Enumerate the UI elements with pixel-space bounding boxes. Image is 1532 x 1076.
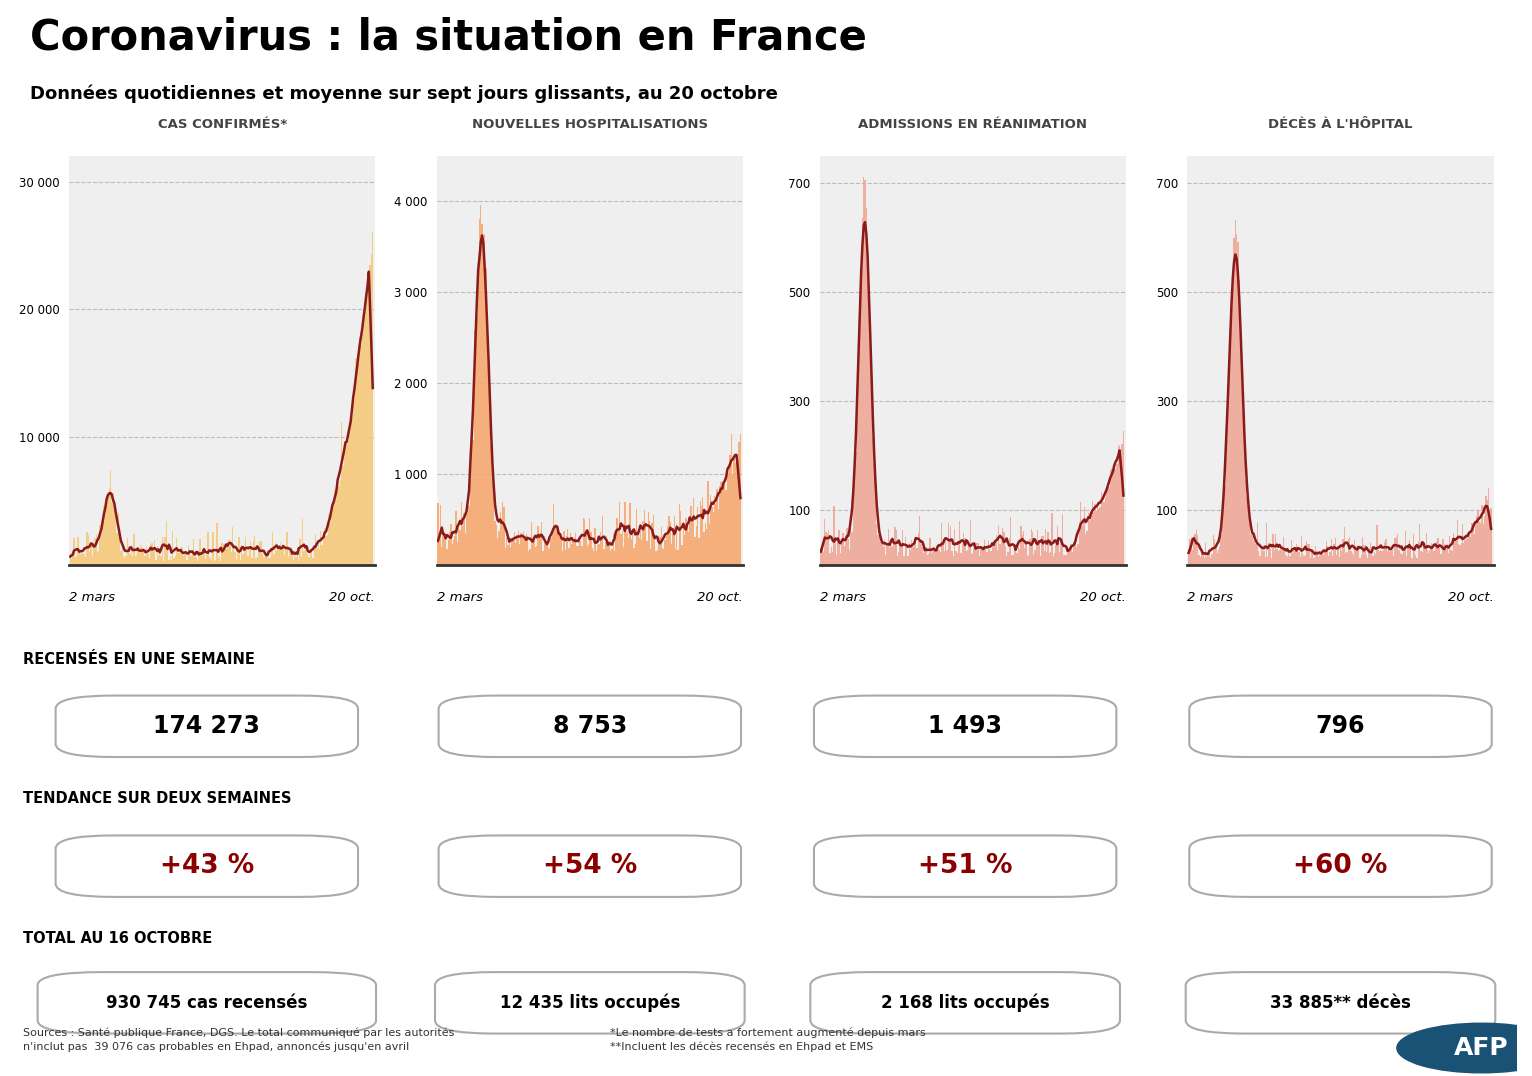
Text: TENDANCE SUR DEUX SEMAINES: TENDANCE SUR DEUX SEMAINES (23, 792, 291, 806)
Text: DÉCÈS À L'HÔPITAL: DÉCÈS À L'HÔPITAL (1268, 118, 1413, 131)
Text: 20 oct.: 20 oct. (1080, 592, 1126, 605)
Text: 2 mars: 2 mars (69, 592, 115, 605)
FancyBboxPatch shape (438, 695, 741, 758)
Text: +51 %: +51 % (918, 853, 1013, 879)
Text: +60 %: +60 % (1293, 853, 1388, 879)
Circle shape (1397, 1023, 1532, 1073)
Text: 1 493: 1 493 (928, 714, 1002, 738)
Text: 12 435 lits occupés: 12 435 lits occupés (499, 993, 680, 1013)
Text: 20 oct.: 20 oct. (697, 592, 743, 605)
Text: NOUVELLES HOSPITALISATIONS: NOUVELLES HOSPITALISATIONS (472, 118, 708, 131)
Text: 930 745 cas recensés: 930 745 cas recensés (106, 994, 308, 1011)
Text: 8 753: 8 753 (553, 714, 627, 738)
Text: CAS CONFIRMÉS*: CAS CONFIRMÉS* (158, 118, 286, 131)
FancyBboxPatch shape (1189, 835, 1492, 897)
Text: 20 oct.: 20 oct. (1448, 592, 1494, 605)
Text: 2 mars: 2 mars (437, 592, 483, 605)
Text: Coronavirus : la situation en France: Coronavirus : la situation en France (31, 16, 867, 59)
FancyBboxPatch shape (55, 695, 358, 758)
Text: TOTAL AU 16 OCTOBRE: TOTAL AU 16 OCTOBRE (23, 932, 213, 946)
Text: AFP: AFP (1454, 1036, 1509, 1060)
Text: ADMISSIONS EN RÉANIMATION: ADMISSIONS EN RÉANIMATION (858, 118, 1088, 131)
FancyBboxPatch shape (55, 835, 358, 897)
Text: +43 %: +43 % (159, 853, 254, 879)
Text: 2 168 lits occupés: 2 168 lits occupés (881, 993, 1049, 1013)
FancyBboxPatch shape (813, 695, 1117, 758)
FancyBboxPatch shape (435, 972, 745, 1034)
Text: 796: 796 (1316, 714, 1365, 738)
FancyBboxPatch shape (1189, 695, 1492, 758)
Text: +54 %: +54 % (542, 853, 637, 879)
FancyBboxPatch shape (1186, 972, 1495, 1034)
Text: *Le nombre de tests a fortement augmenté depuis mars
**Incluent les décès recens: *Le nombre de tests a fortement augmenté… (610, 1028, 925, 1052)
Text: 20 oct.: 20 oct. (329, 592, 375, 605)
Text: Données quotidiennes et moyenne sur sept jours glissants, au 20 octobre: Données quotidiennes et moyenne sur sept… (31, 84, 778, 102)
Text: Sources : Santé publique France, DGS. Le total communiqué par les autorités
n'in: Sources : Santé publique France, DGS. Le… (23, 1028, 453, 1052)
FancyBboxPatch shape (438, 835, 741, 897)
FancyBboxPatch shape (813, 835, 1117, 897)
Text: 2 mars: 2 mars (820, 592, 866, 605)
FancyBboxPatch shape (810, 972, 1120, 1034)
Text: 33 885** décès: 33 885** décès (1270, 994, 1411, 1011)
Text: RECENSÉS EN UNE SEMAINE: RECENSÉS EN UNE SEMAINE (23, 652, 254, 666)
Text: 174 273: 174 273 (153, 714, 260, 738)
FancyBboxPatch shape (38, 972, 375, 1034)
Text: 2 mars: 2 mars (1187, 592, 1233, 605)
